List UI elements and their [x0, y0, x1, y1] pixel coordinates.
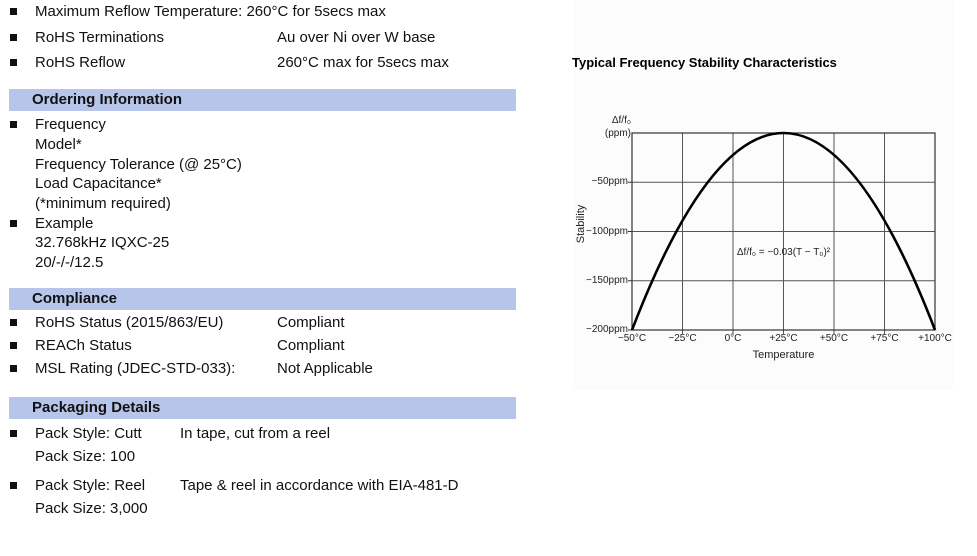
- spec-label: RoHS Terminations: [35, 29, 164, 46]
- y-tick-label: −200ppm: [586, 324, 628, 335]
- bullet-square-icon: [10, 8, 17, 15]
- x-tick-label: +100°C: [918, 333, 952, 344]
- ordering-line: (*minimum required): [35, 195, 171, 212]
- x-tick-label: +50°C: [819, 333, 849, 344]
- bullet-square-icon: [10, 59, 17, 66]
- bullet-square-icon: [10, 482, 17, 489]
- pack-style: Pack Style: Reel: [35, 477, 146, 494]
- y-axis-unit-label: Δf/f₀ (ppm): [573, 114, 631, 140]
- bullet-square-icon: [10, 319, 17, 326]
- y-axis-title: Stability: [575, 204, 587, 244]
- y-tick-label: −100ppm: [586, 225, 628, 237]
- plot-border: [631, 132, 936, 331]
- section-title: Compliance: [32, 290, 118, 307]
- compliance-label: REACh Status: [35, 337, 132, 354]
- x-axis-title: Temperature: [752, 349, 815, 361]
- x-tick-label: −25°C: [668, 333, 697, 344]
- curve-formula-annotation: Δf/f₀ = −0.03(T − T₀)²: [736, 247, 831, 258]
- ordering-line: Load Capacitance*: [35, 175, 162, 192]
- frequency-stability-chart: Typical Frequency Stability Characterist…: [572, 0, 953, 390]
- spec-row: RoHS Terminations Au over Ni over W base: [0, 29, 565, 49]
- bullet-square-icon: [10, 34, 17, 41]
- bullet-square-icon: [10, 365, 17, 372]
- compliance-value: Compliant: [277, 314, 345, 331]
- compliance-row: RoHS Status (2015/863/EU) Compliant: [0, 314, 565, 334]
- x-tick-label: +25°C: [769, 333, 798, 344]
- spec-value: Au over Ni over W base: [277, 29, 436, 46]
- bullet-square-icon: [10, 220, 17, 227]
- chart-title: Typical Frequency Stability Characterist…: [572, 55, 837, 70]
- stability-curve: [630, 131, 937, 331]
- compliance-row: MSL Rating (JDEC-STD-033): Not Applicabl…: [0, 360, 565, 380]
- compliance-row: REACh Status Compliant: [0, 337, 565, 357]
- ordering-line: Frequency Tolerance (@ 25°C): [35, 156, 242, 173]
- compliance-value: Compliant: [277, 337, 345, 354]
- section-header-packaging: Packaging Details: [9, 397, 516, 419]
- bullet-square-icon: [10, 342, 17, 349]
- ordering-line: Model*: [35, 136, 82, 153]
- compliance-label: MSL Rating (JDEC-STD-033):: [35, 360, 236, 377]
- x-tick-label: −50°C: [617, 333, 647, 344]
- ppm-label: (ppm): [604, 128, 631, 139]
- x-tick-label: +75°C: [870, 333, 899, 344]
- x-tick-label: 0°C: [724, 333, 742, 344]
- delta-f-label: Δf/f₀: [611, 115, 631, 126]
- section-title: Ordering Information: [32, 91, 182, 108]
- bullet-square-icon: [10, 430, 17, 437]
- ordering-line: 20/-/-/12.5: [35, 254, 104, 271]
- packaging-row: Pack Style: Reel Tape & reel in accordan…: [0, 477, 565, 497]
- y-tick-label: −150ppm: [586, 274, 628, 286]
- section-header-ordering: Ordering Information: [9, 89, 516, 111]
- ordering-line: 32.768kHz IQXC-25: [35, 234, 170, 251]
- ordering-line: Example: [35, 215, 94, 232]
- pack-size: Pack Size: 100: [35, 448, 136, 465]
- pack-desc: Tape & reel in accordance with EIA-481-D: [180, 477, 459, 494]
- spec-row: RoHS Reflow 260°C max for 5secs max: [0, 54, 565, 74]
- compliance-label: RoHS Status (2015/863/EU): [35, 314, 224, 331]
- pack-style: Pack Style: Cutt: [35, 425, 142, 442]
- packaging-row: Pack Style: Cutt In tape, cut from a ree…: [0, 425, 565, 445]
- y-tick-label: −50ppm: [591, 176, 628, 188]
- section-title: Packaging Details: [32, 399, 161, 416]
- compliance-value: Not Applicable: [277, 360, 373, 377]
- pack-desc: In tape, cut from a reel: [180, 425, 331, 442]
- spec-label: Maximum Reflow Temperature: 260°C for 5s…: [35, 3, 386, 20]
- bullet-square-icon: [10, 121, 17, 128]
- spec-label: RoHS Reflow: [35, 54, 126, 71]
- ordering-line: Frequency: [35, 116, 106, 133]
- pack-size: Pack Size: 3,000: [35, 500, 148, 517]
- section-header-compliance: Compliance: [9, 288, 516, 310]
- spec-value: 260°C max for 5secs max: [277, 54, 449, 71]
- spec-row: Maximum Reflow Temperature: 260°C for 5s…: [0, 3, 565, 23]
